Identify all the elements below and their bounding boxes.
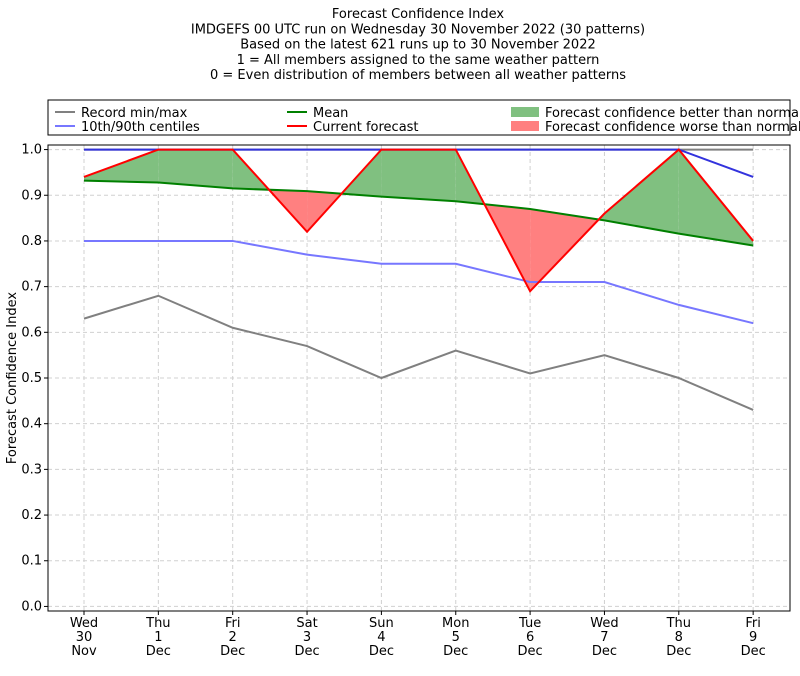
series-line-mean xyxy=(83,179,754,247)
x-tick-label: 6 xyxy=(526,630,534,645)
title-line: 0 = Even distribution of members between… xyxy=(210,68,626,83)
title-line: 1 = All members assigned to the same wea… xyxy=(237,53,600,68)
x-tick-label: Thu xyxy=(666,616,691,631)
x-tick-label: Dec xyxy=(741,644,766,659)
y-tick-label: 0.0 xyxy=(21,599,42,614)
series-line-min xyxy=(83,294,754,411)
y-tick-label: 0.5 xyxy=(21,371,42,386)
series-line-p10 xyxy=(84,239,754,325)
x-tick-label: Dec xyxy=(220,644,245,659)
x-tick-label: Dec xyxy=(592,644,617,659)
y-tick-label: 0.1 xyxy=(21,554,42,569)
x-tick-label: Dec xyxy=(666,644,691,659)
x-tick-label: Dec xyxy=(294,644,319,659)
title-line: Based on the latest 621 runs up to 30 No… xyxy=(240,38,596,53)
y-axis-label: Forecast Confidence Index xyxy=(5,292,20,464)
legend-label: Forecast confidence better than normal xyxy=(545,106,800,121)
y-tick-label: 0.6 xyxy=(21,325,42,340)
x-tick-label: 4 xyxy=(377,630,385,645)
legend-label: Forecast confidence worse than normal xyxy=(545,120,800,135)
legend-patch-icon xyxy=(511,107,539,117)
worse-fill xyxy=(530,208,599,292)
legend-label: Record min/max xyxy=(81,106,188,121)
x-tick-label: 5 xyxy=(452,630,460,645)
x-tick-label: Fri xyxy=(745,616,761,631)
x-tick-label: 8 xyxy=(675,630,683,645)
y-tick-label: 0.2 xyxy=(21,508,42,523)
x-tick-label: Dec xyxy=(443,644,468,659)
x-tick-label: Wed xyxy=(590,616,618,631)
x-tick-label: Mon xyxy=(442,616,469,631)
better-fill xyxy=(84,149,159,183)
x-tick-label: 9 xyxy=(749,630,757,645)
x-tick-label: Tue xyxy=(518,616,541,631)
x-tick-label: Dec xyxy=(146,644,171,659)
y-tick-label: 0.7 xyxy=(21,280,42,295)
better-fill xyxy=(381,149,456,202)
x-tick-label: 3 xyxy=(303,630,311,645)
y-tick-label: 1.0 xyxy=(21,143,42,158)
legend-label: Mean xyxy=(313,106,348,121)
x-tick-label: Nov xyxy=(71,644,97,659)
x-tick-label: Wed xyxy=(70,616,98,631)
x-tick-label: 30 xyxy=(76,630,93,645)
plot-area: 0.00.10.20.30.40.50.60.70.80.91.0Wed30No… xyxy=(21,143,791,659)
x-tick-label: 7 xyxy=(600,630,608,645)
y-tick-label: 0.9 xyxy=(21,188,42,203)
x-tick-label: Fri xyxy=(225,616,241,631)
x-tick-label: 1 xyxy=(154,630,162,645)
x-tick-label: Sat xyxy=(296,616,317,631)
legend-box xyxy=(47,99,791,136)
y-tick-label: 0.3 xyxy=(21,462,42,477)
plot-frame xyxy=(47,144,791,612)
legend-label: Current forecast xyxy=(313,120,419,135)
y-tick-label: 0.8 xyxy=(21,234,42,249)
title-line: Forecast Confidence Index xyxy=(332,7,504,22)
legend-label: 10th/90th centiles xyxy=(81,120,200,135)
x-tick-label: Sun xyxy=(369,616,394,631)
x-tick-label: Thu xyxy=(145,616,170,631)
series-line-current xyxy=(83,148,754,293)
better-fill xyxy=(158,149,233,189)
better-fill xyxy=(604,149,679,234)
x-tick-label: 2 xyxy=(229,630,237,645)
x-tick-label: Dec xyxy=(369,644,394,659)
y-tick-label: 0.4 xyxy=(21,417,42,432)
x-tick-label: Dec xyxy=(518,644,543,659)
legend-patch-icon xyxy=(511,121,539,131)
title-line: IMDGEFS 00 UTC run on Wednesday 30 Novem… xyxy=(191,22,645,37)
